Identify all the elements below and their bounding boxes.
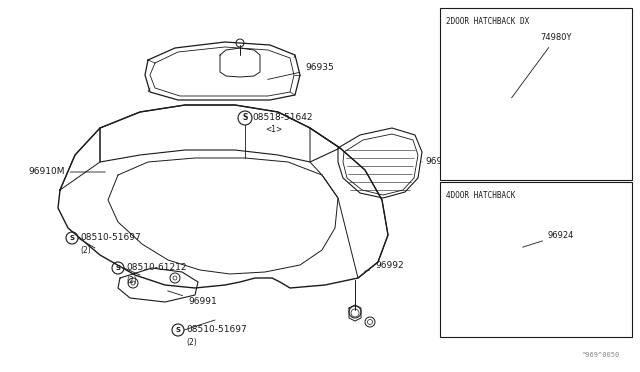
Text: ^969^0050: ^969^0050: [582, 352, 620, 358]
Text: 96992: 96992: [365, 260, 404, 271]
Text: 08510-61212: 08510-61212: [126, 263, 186, 273]
Text: S: S: [115, 265, 120, 271]
Text: 96910M: 96910M: [28, 167, 105, 176]
Text: S: S: [70, 235, 74, 241]
Text: 08510-51697: 08510-51697: [186, 326, 247, 334]
Text: 4DOOR HATCHBACK: 4DOOR HATCHBACK: [446, 192, 515, 201]
Text: S: S: [243, 113, 248, 122]
Bar: [440, 8, 632, 180]
Bar: [440, 182, 632, 337]
Text: 96924: 96924: [523, 231, 574, 247]
Text: 08510-51697: 08510-51697: [80, 234, 141, 243]
Text: 96991: 96991: [168, 291, 217, 307]
Text: 2DOOR HATCHBACK DX: 2DOOR HATCHBACK DX: [446, 17, 529, 26]
Text: (2): (2): [126, 276, 137, 285]
Text: (2): (2): [80, 246, 91, 254]
Text: 96913N: 96913N: [422, 157, 461, 167]
Text: 96935: 96935: [268, 64, 333, 79]
Text: S: S: [175, 327, 180, 333]
Text: 08518-51642: 08518-51642: [252, 113, 312, 122]
Text: (2): (2): [186, 337, 196, 346]
Text: 74980Y: 74980Y: [511, 33, 572, 98]
Text: <1>: <1>: [265, 125, 282, 135]
